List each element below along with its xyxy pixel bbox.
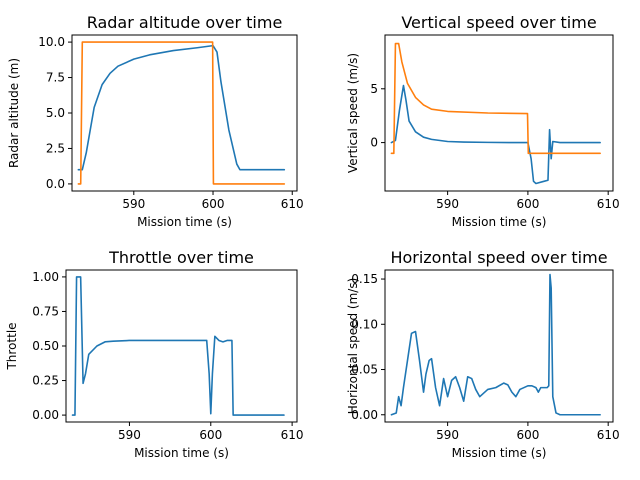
x-axis-label: Mission time (s) xyxy=(452,446,547,460)
x-tick-label: 590 xyxy=(436,428,459,442)
series-line-1 xyxy=(77,44,286,171)
y-tick-label: 0.05 xyxy=(351,363,378,377)
x-axis-label: Mission time (s) xyxy=(137,215,232,229)
x-tick-label: 590 xyxy=(118,428,141,442)
y-axis-label: Throttle xyxy=(5,322,19,370)
y-tick-label: 0 xyxy=(370,136,378,150)
y-tick-label: 0.15 xyxy=(351,272,378,286)
series-line-1 xyxy=(71,276,285,416)
y-tick-label: 0.00 xyxy=(351,408,378,422)
x-tick-label: 590 xyxy=(436,197,459,211)
axes-frame xyxy=(384,269,614,423)
y-tick-label: 0.10 xyxy=(351,317,378,331)
series-line-2 xyxy=(390,42,601,155)
chart-title: Throttle over time xyxy=(108,248,254,267)
series-line-1 xyxy=(390,84,601,185)
x-tick-label: 610 xyxy=(281,428,304,442)
y-tick-label: 5.0 xyxy=(46,106,65,120)
subplot-3: 590 600 610 0.00 0.25 0.50 0.75 1.00 Throttle ov… xyxy=(5,248,304,460)
series-line-2 xyxy=(77,41,286,185)
y-tick-label: 1.00 xyxy=(32,270,59,284)
x-tick-label: 600 xyxy=(199,428,222,442)
axes-frame xyxy=(384,34,614,192)
y-axis-label: Radar altitude (m) xyxy=(7,58,21,168)
subplot-2: 590 600 610 0 5 Vertical speed over time Missi… xyxy=(346,13,620,229)
x-tick-label: 610 xyxy=(597,197,620,211)
y-tick-label: 7.5 xyxy=(46,71,65,85)
x-tick-label: 600 xyxy=(202,197,225,211)
x-tick-label: 610 xyxy=(281,197,304,211)
y-tick-label: 5 xyxy=(370,82,378,96)
x-tick-label: 600 xyxy=(516,428,539,442)
x-axis-label: Mission time (s) xyxy=(452,215,547,229)
y-tick-label: 0.75 xyxy=(32,304,59,318)
y-axis-label: Horizontal speed (m/s) xyxy=(346,278,360,415)
chart-title: Radar altitude over time xyxy=(87,13,283,32)
x-tick-label: 600 xyxy=(516,197,539,211)
y-tick-label: 10.0 xyxy=(38,35,65,49)
y-tick-label: 2.5 xyxy=(46,141,65,155)
subplot-1: 590 600 610 0.0 2.5 5.0 7.5 10.0 Radar altitude … xyxy=(7,13,304,229)
chart-title: Vertical speed over time xyxy=(401,13,596,32)
series-line-1 xyxy=(390,273,601,416)
x-tick-label: 590 xyxy=(122,197,145,211)
y-tick-label: 0.25 xyxy=(32,374,59,388)
y-tick-label: 0.50 xyxy=(32,339,59,353)
chart-title: Horizontal speed over time xyxy=(390,248,607,267)
y-tick-label: 0.00 xyxy=(32,408,59,422)
y-tick-label: 0.0 xyxy=(46,177,65,191)
x-tick-label: 610 xyxy=(597,428,620,442)
x-axis-label: Mission time (s) xyxy=(134,446,229,460)
y-axis-label: Vertical speed (m/s) xyxy=(346,53,360,173)
